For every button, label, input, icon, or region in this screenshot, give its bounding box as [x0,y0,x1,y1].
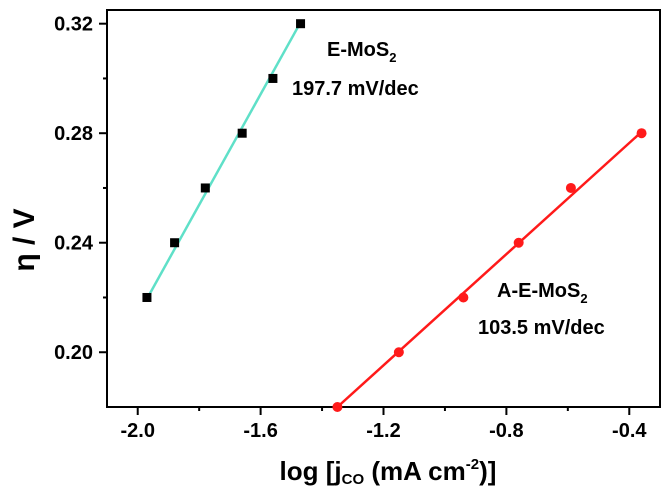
plot-frame [106,9,661,408]
x-tick-label: -0.4 [612,420,647,442]
series-2-point [458,292,469,303]
x-tick-label: -0.8 [489,420,523,442]
y-axis-ticks: 0.20 0.24 0.28 0.32 [54,14,107,364]
x-axis-title-mid: (mA cm [364,456,466,486]
series-2-point [332,402,343,412]
y-tick-label: 0.28 [54,123,93,145]
series-2 [332,128,647,412]
series-2-point [636,128,647,139]
series-1-point [200,183,210,193]
x-axis-title-sup: -2 [466,456,479,473]
series-1-point [142,292,152,302]
y-tick-label: 0.24 [54,233,94,255]
x-axis-title: log [jCO (mA cm-2)] [280,456,497,488]
series-2-label: A-E-MoS2 [497,280,588,306]
series-1-label: E-MoS2 [327,39,396,65]
series-1-fit-line [145,21,302,300]
series-1 [142,19,306,302]
x-tick-label: -2.0 [120,420,154,442]
y-tick-label: 0.32 [54,14,93,36]
series-1-point [296,19,306,29]
series-2-point [513,237,524,248]
series-1-point [170,238,180,248]
x-tick-label: -1.2 [366,420,400,442]
y-axis-title: η / V [8,208,41,271]
series-2-slope: 103.5 mV/dec [478,317,605,339]
y-tick-label: 0.20 [54,342,93,364]
x-tick-label: -1.6 [243,420,277,442]
series-2-point [393,347,404,358]
x-axis-title-pre: log [j [280,456,342,486]
series-1-point [237,128,247,138]
x-axis-title-post: )] [479,456,496,486]
series-2-fit-line [336,130,643,408]
series-layer [142,19,647,412]
x-axis-ticks: -2.0 -1.6 -1.2 -0.8 -0.4 [120,407,647,442]
series-2-point [565,182,576,193]
series-1-point [268,73,278,83]
x-axis-title-sub: CO [342,471,365,488]
series-1-slope: 197.7 mV/dec [292,78,419,100]
